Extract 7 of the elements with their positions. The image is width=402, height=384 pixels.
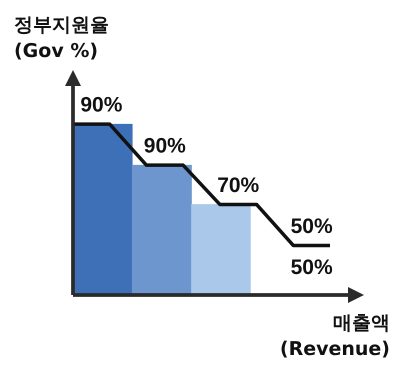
text: 90% xyxy=(80,93,123,116)
annotation: 50% xyxy=(290,256,333,279)
annotation: 50% xyxy=(290,214,333,238)
annotation: 90% xyxy=(144,134,186,158)
annotation: 70% xyxy=(217,174,260,197)
x-axis-title: 매출액 (Revenue) xyxy=(280,311,390,362)
y-axis-title: 정부지원율 (Gov %) xyxy=(14,13,109,64)
